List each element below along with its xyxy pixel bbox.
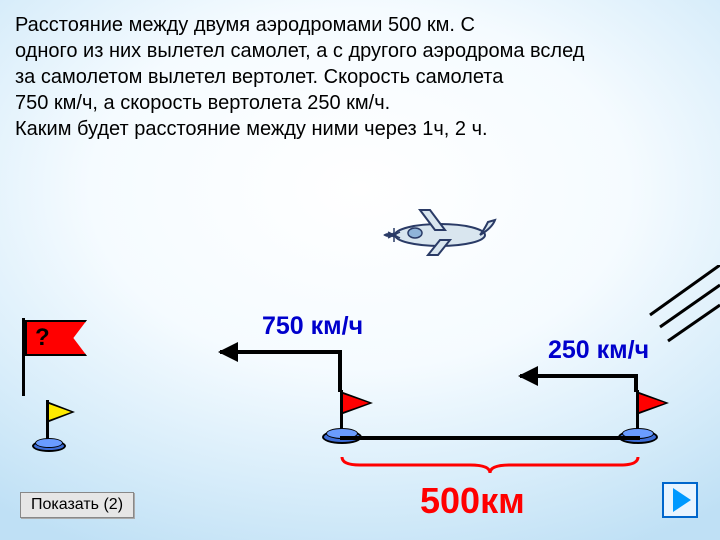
question-flag-banner: ? — [25, 320, 87, 356]
question-mark-label: ? — [35, 324, 50, 352]
next-slide-button[interactable] — [662, 482, 698, 518]
problem-line-2: одного из них вылетел самолет, а с друго… — [15, 38, 705, 64]
problem-line-3: за самолетом вылетел вертолет. Скорость … — [15, 64, 705, 90]
problem-line-4: 750 км/ч, а скорость вертолета 250 км/ч. — [15, 90, 705, 116]
plane-speed-arrow — [220, 350, 342, 354]
problem-text: Расстояние между двумя аэродромами 500 к… — [15, 12, 705, 142]
distance-brace — [340, 455, 640, 475]
plane-speed-label: 750 км/ч — [262, 312, 363, 341]
distance-label: 500км — [420, 480, 525, 522]
distance-baseline — [340, 436, 640, 440]
yellow-marker-base-top — [35, 438, 63, 448]
airplane-icon — [380, 200, 500, 265]
red-marker-flag-fill — [639, 394, 665, 412]
helicopter-speed-arrow — [520, 374, 638, 378]
question-flag-pole — [22, 318, 25, 396]
red-marker-flag-fill — [343, 394, 369, 412]
play-triangle-icon — [673, 488, 691, 512]
show-button[interactable]: Показать (2) — [20, 492, 134, 518]
problem-line-1: Расстояние между двумя аэродромами 500 к… — [15, 12, 705, 38]
motion-lines-icon — [640, 265, 720, 345]
yellow-marker-flag-fill — [49, 404, 71, 420]
plane-arrow-bend — [338, 350, 342, 392]
problem-line-5: Каким будет расстояние между ними через … — [15, 116, 705, 142]
helicopter-speed-label: 250 км/ч — [548, 336, 649, 365]
